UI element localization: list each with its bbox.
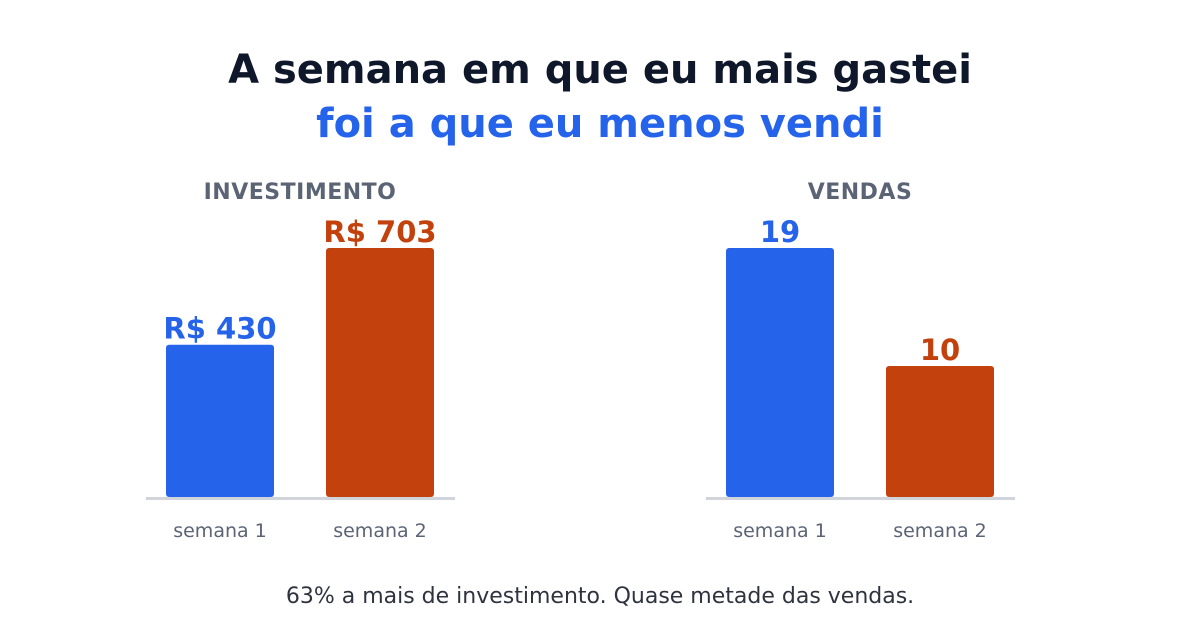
- investimento-chart: R$ 430 semana 1 R$ 703 semana 2: [146, 215, 455, 542]
- vendas-tick-label-semana-2: semana 2: [893, 520, 987, 542]
- chart-title-line-1: A semana em que eu mais gastei: [228, 47, 972, 93]
- investimento-tick-label-semana-2: semana 2: [333, 520, 427, 542]
- vendas-tick-label-semana-1: semana 1: [733, 520, 827, 542]
- vendas-bar-semana-2: [886, 365, 994, 497]
- investimento-tick-label-semana-1: semana 1: [173, 520, 267, 542]
- vendas-panel: VENDAS 19 semana 1 10 semana 2: [700, 170, 1020, 550]
- vendas-data-label-semana-1: 19: [760, 215, 800, 249]
- vendas-data-label-semana-2: 10: [920, 333, 960, 367]
- vendas-bar-semana-1: [726, 248, 834, 497]
- investimento-panel: INVESTIMENTO R$ 430 semana 1 R$ 703 semana …: [140, 170, 460, 550]
- vendas-title: VENDAS: [807, 180, 913, 205]
- investimento-bar-semana-1: [166, 344, 274, 497]
- vendas-chart: 19 semana 1 10 semana 2: [706, 215, 1015, 542]
- investimento-data-label-semana-1: R$ 430: [163, 312, 276, 346]
- investimento-bar-semana-2: [326, 248, 434, 497]
- chart-caption: 63% a mais de investimento. Quase metade…: [285, 584, 915, 609]
- investimento-data-label-semana-2: R$ 703: [323, 215, 436, 249]
- investimento-title: INVESTIMENTO: [203, 180, 397, 205]
- chart-title-line-2: foi a que eu menos vendi: [316, 101, 884, 147]
